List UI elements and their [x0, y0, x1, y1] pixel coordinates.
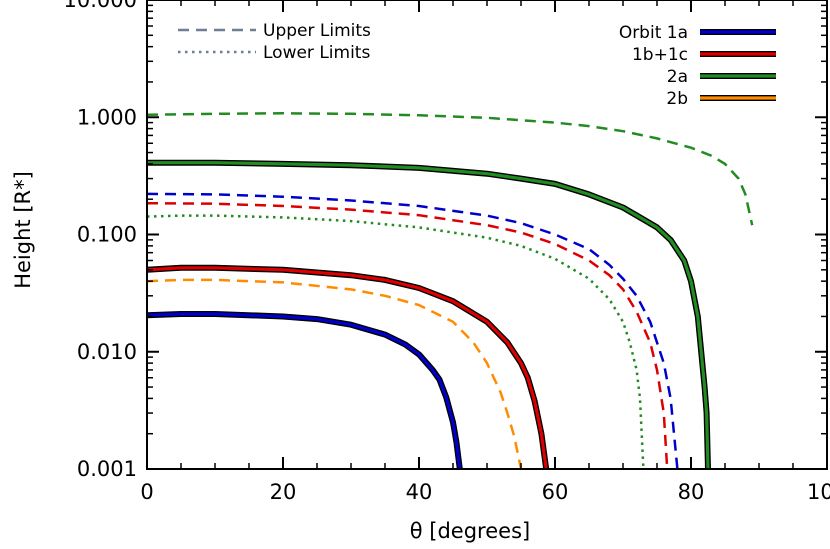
x-tick-label: 0	[140, 480, 153, 504]
series-orbit-1a-lower-solid	[146, 312, 462, 470]
series-layer	[146, 112, 754, 470]
y-tick-label: 10.000	[64, 0, 137, 12]
y-tick-label: 1.000	[77, 105, 137, 129]
series-orbit-1a-upper-dashed	[146, 192, 679, 470]
x-axis-label: θ [degrees]	[410, 519, 530, 543]
x-tick-label: 100	[807, 480, 830, 504]
series-1b-1c-lower-solid	[146, 266, 548, 470]
series-orbit-1a-lower-solid-outline	[146, 311, 463, 470]
y-tick-label: 0.001	[77, 457, 137, 481]
legend-label-orbit-1a: Orbit 1a	[619, 23, 688, 43]
legend-dashed-label: Upper Limits	[263, 21, 371, 41]
y-tick-label: 0.010	[77, 340, 137, 364]
y-tick-label: 0.100	[77, 223, 137, 247]
axes-layer: 0 20 40 60 80 100 0.001 0.010 0.100 1.000 10.000	[64, 0, 830, 504]
plot-frame	[146, 0, 828, 470]
legend-label-1b-1c: 1b+1c	[632, 45, 688, 65]
series-2a-upper-dashed	[146, 112, 754, 226]
legend-label-2a: 2a	[667, 67, 688, 87]
x-tick-label: 40	[406, 480, 433, 504]
series-1b-1c-lower-solid-outline	[146, 264, 550, 470]
legend-label-2b: 2b	[666, 89, 688, 109]
legend-dotted-label: Lower Limits	[263, 43, 370, 63]
x-tick-label: 80	[678, 480, 705, 504]
series-2b-upper-dashed	[146, 278, 523, 470]
series-1b-1c-upper-dashed	[146, 201, 669, 470]
y-axis-label: Height [R*]	[11, 171, 35, 289]
x-tick-label: 20	[270, 480, 297, 504]
series-lower-limits-lower-dotted	[146, 214, 645, 470]
x-tick-label: 60	[542, 480, 569, 504]
series-2a-lower-solid	[147, 161, 710, 470]
